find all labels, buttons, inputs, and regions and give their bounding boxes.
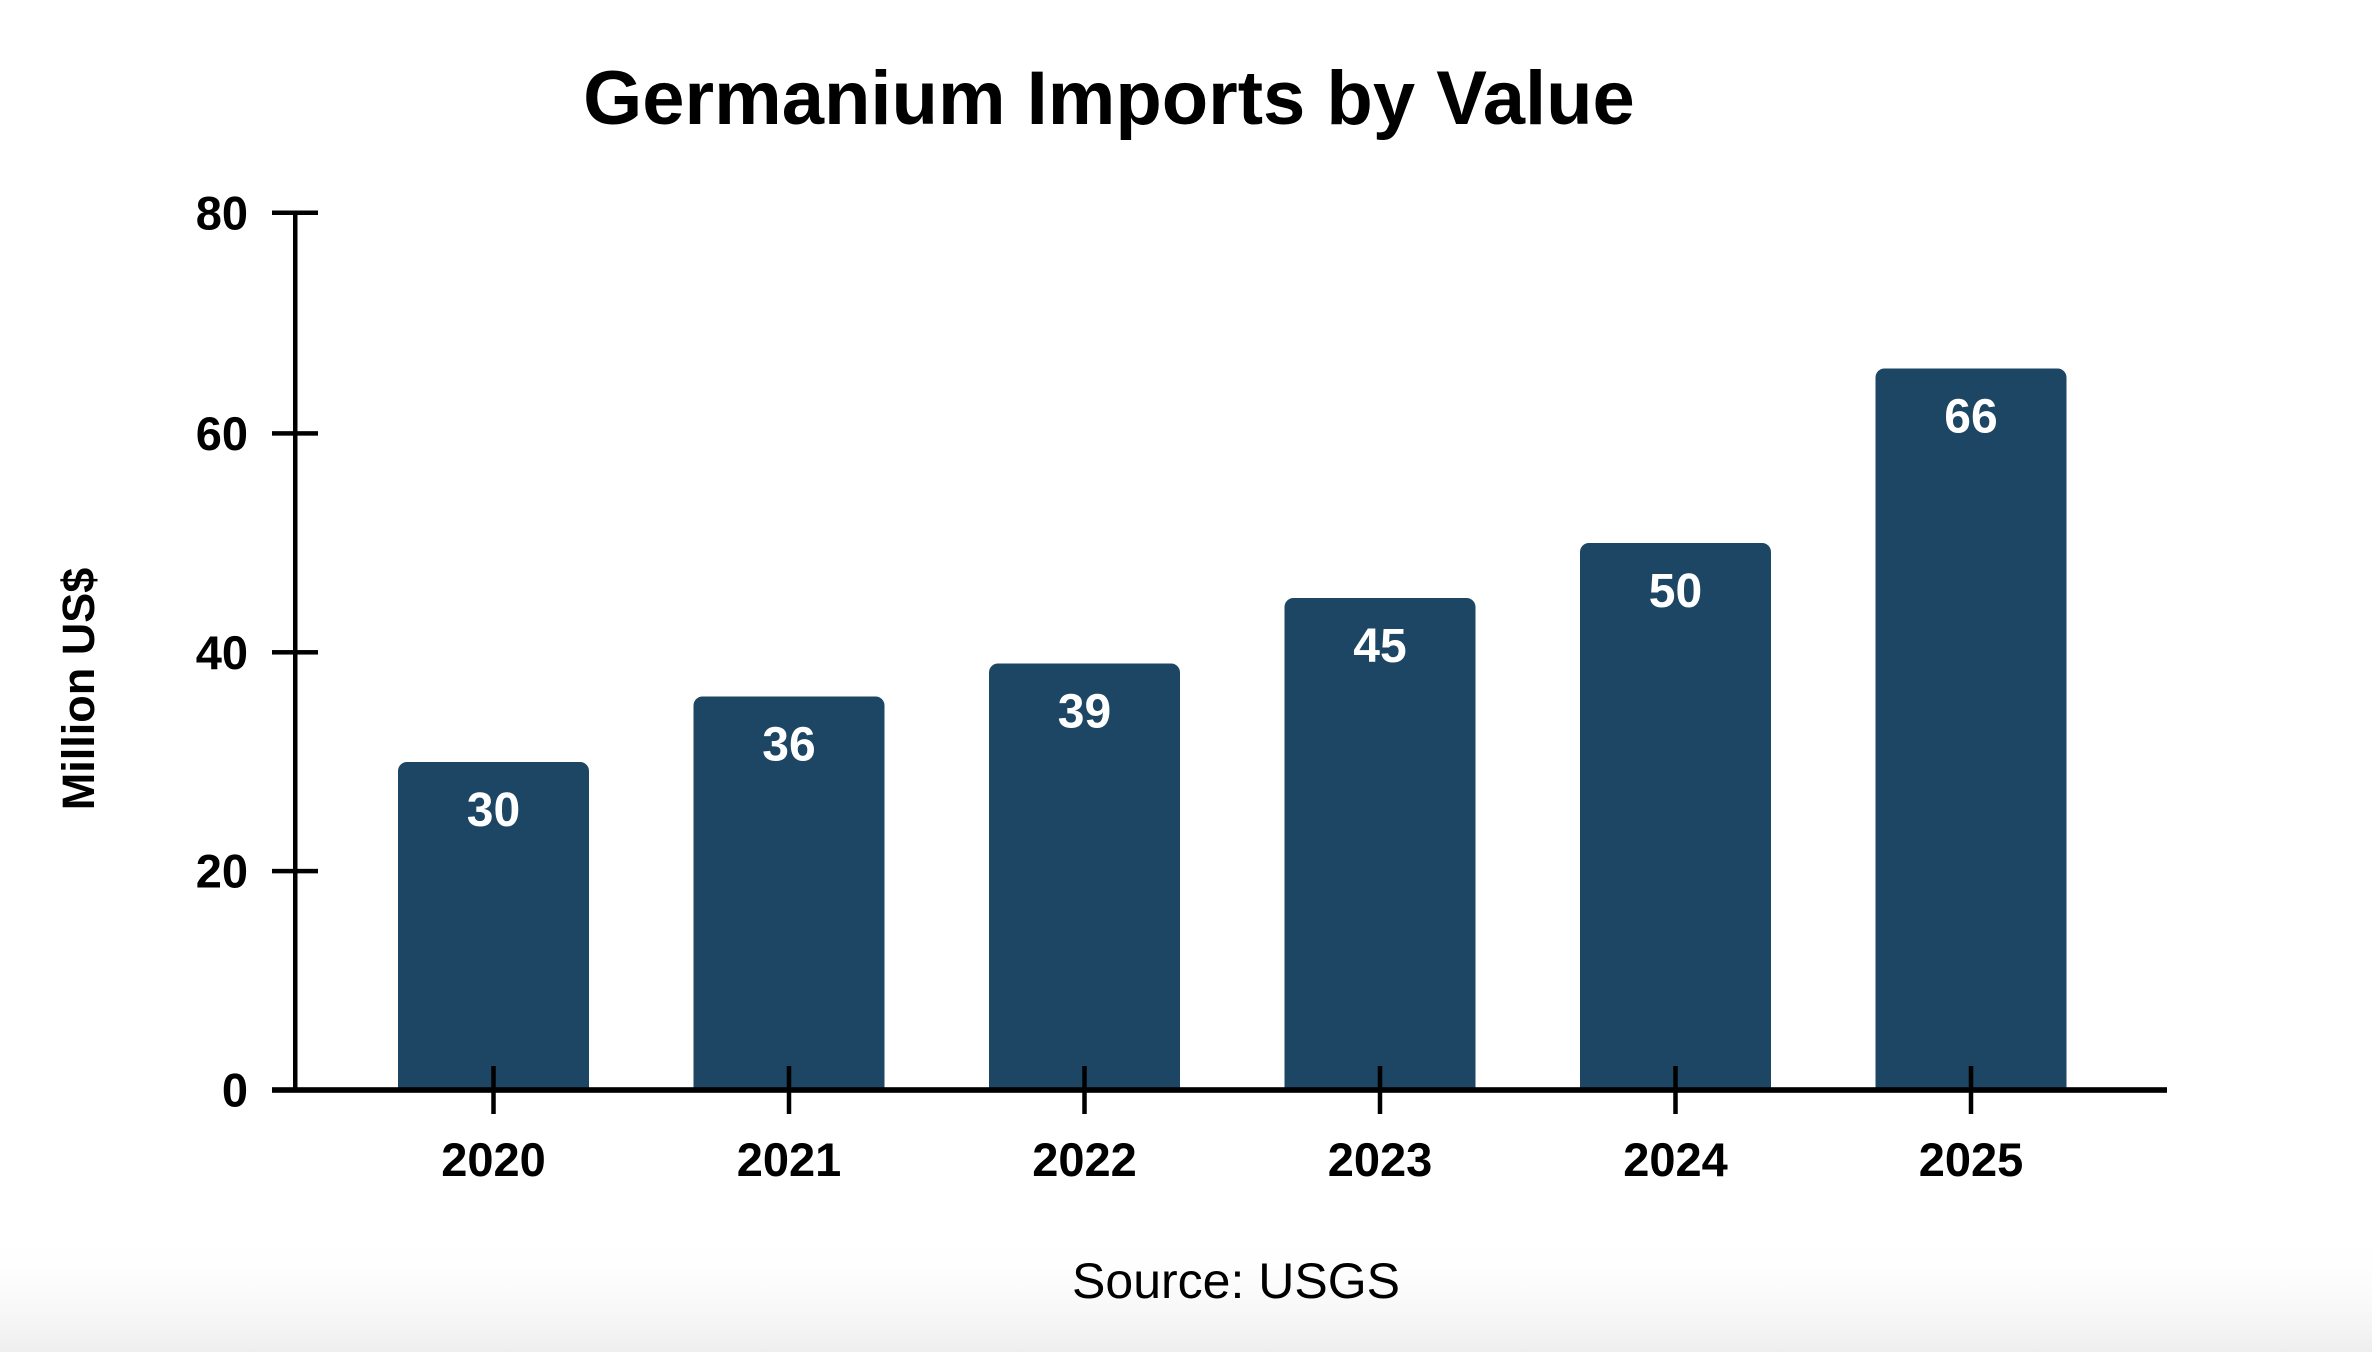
svg-text:2024: 2024 xyxy=(1623,1133,1728,1186)
svg-text:2022: 2022 xyxy=(1032,1133,1137,1186)
svg-text:40: 40 xyxy=(196,626,248,679)
svg-text:66: 66 xyxy=(1944,391,1997,444)
svg-text:30: 30 xyxy=(467,784,520,837)
svg-text:50: 50 xyxy=(1649,565,1702,618)
svg-text:36: 36 xyxy=(762,719,815,772)
svg-text:2021: 2021 xyxy=(737,1133,842,1186)
svg-text:60: 60 xyxy=(196,407,248,460)
svg-text:2020: 2020 xyxy=(441,1133,546,1186)
svg-text:0: 0 xyxy=(222,1064,248,1117)
svg-text:80: 80 xyxy=(196,187,248,240)
svg-text:45: 45 xyxy=(1353,620,1406,673)
svg-text:20: 20 xyxy=(196,845,248,898)
svg-text:39: 39 xyxy=(1058,686,1111,739)
svg-text:Source: USGS: Source: USGS xyxy=(1072,1253,1400,1309)
svg-text:2025: 2025 xyxy=(1919,1133,2024,1186)
svg-text:Germanium Imports by Value: Germanium Imports by Value xyxy=(583,56,1635,141)
svg-text:Million US$: Million US$ xyxy=(53,568,104,811)
svg-text:2023: 2023 xyxy=(1328,1133,1433,1186)
